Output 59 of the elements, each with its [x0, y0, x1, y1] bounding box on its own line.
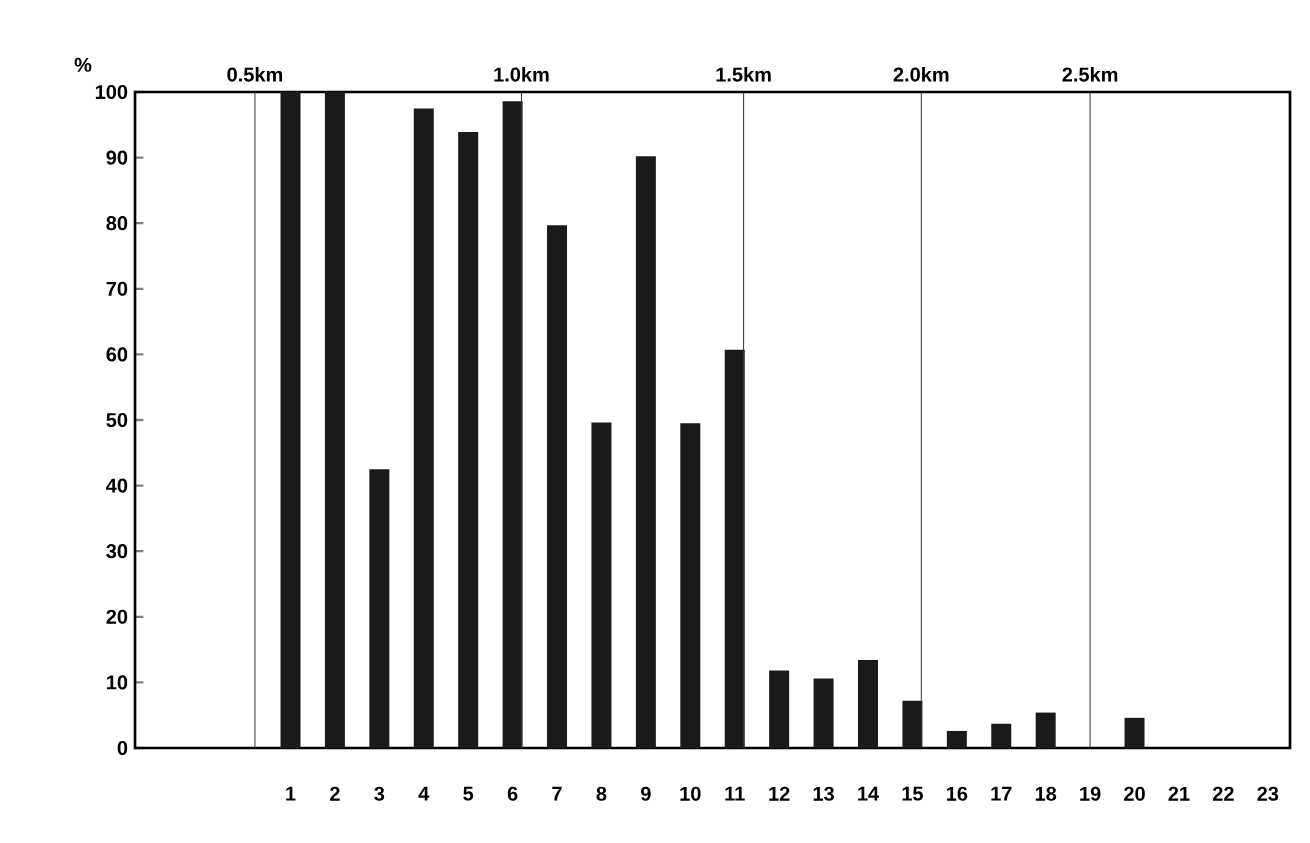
ref-line-label: 1.0km: [494, 66, 549, 82]
x-tick-label: 15: [902, 786, 923, 801]
x-tick-label: 17: [991, 786, 1012, 801]
y-tick-label: 70: [106, 281, 128, 296]
x-tick-label: 9: [641, 786, 651, 801]
x-tick-label: 8: [596, 786, 607, 801]
x-tick-label: 16: [946, 786, 968, 801]
bar: [458, 132, 479, 748]
x-tick-label: 20: [1124, 786, 1145, 801]
x-tick-label: 1: [286, 786, 296, 801]
x-tick-label: 5: [463, 786, 474, 801]
x-tick-label: 2: [330, 786, 340, 801]
bar: [413, 108, 434, 748]
x-tick-label: 21: [1168, 786, 1190, 801]
bar: [502, 101, 523, 748]
bar: [369, 469, 390, 748]
bar: [902, 700, 923, 748]
x-tick-label: 4: [418, 786, 430, 801]
y-tick-label: 40: [106, 478, 128, 493]
x-tick-label: 12: [769, 786, 790, 801]
ref-line-label: 2.0km: [893, 66, 949, 82]
bar: [857, 660, 878, 748]
x-tick-label: 14: [858, 786, 879, 801]
y-tick-label: 0: [117, 740, 128, 756]
y-tick-label: 10: [107, 675, 128, 690]
bar: [324, 91, 345, 748]
y-tick-label: 90: [106, 150, 128, 165]
x-tick-label: 11: [725, 786, 745, 801]
ref-line-label: 0.5km: [227, 66, 283, 82]
x-tick-label: 13: [813, 786, 834, 801]
y-tick-label: 50: [106, 412, 128, 428]
bar: [680, 423, 701, 748]
x-tick-label: 22: [1212, 786, 1234, 801]
bar: [280, 91, 301, 748]
y-tick-label: 30: [106, 544, 128, 559]
x-tick-label: 10: [680, 786, 701, 801]
bar: [1124, 717, 1145, 748]
bar: [635, 156, 656, 748]
ref-line-label: 2.5km: [1062, 66, 1118, 82]
y-tick-label: 60: [106, 347, 128, 362]
y-tick-label: 20: [106, 609, 128, 624]
x-tick-label: 7: [552, 786, 562, 801]
bar: [547, 225, 568, 748]
y-tick-label: 80: [106, 216, 128, 231]
x-tick-label: 19: [1080, 786, 1101, 801]
bar: [724, 349, 745, 748]
y-tick-label: 100: [95, 84, 128, 100]
bar: [813, 678, 834, 748]
bar: [591, 422, 612, 748]
x-tick-label: 23: [1257, 786, 1279, 801]
ref-line-label: 1.5km: [716, 66, 771, 82]
bar: [1035, 712, 1056, 748]
bar: [991, 723, 1012, 748]
x-tick-label: 3: [374, 786, 385, 801]
bar: [769, 670, 790, 748]
y-axis-title: %: [74, 57, 92, 72]
x-tick-label: 18: [1035, 786, 1057, 801]
x-tick-label: 6: [507, 786, 518, 801]
bar: [946, 730, 967, 748]
